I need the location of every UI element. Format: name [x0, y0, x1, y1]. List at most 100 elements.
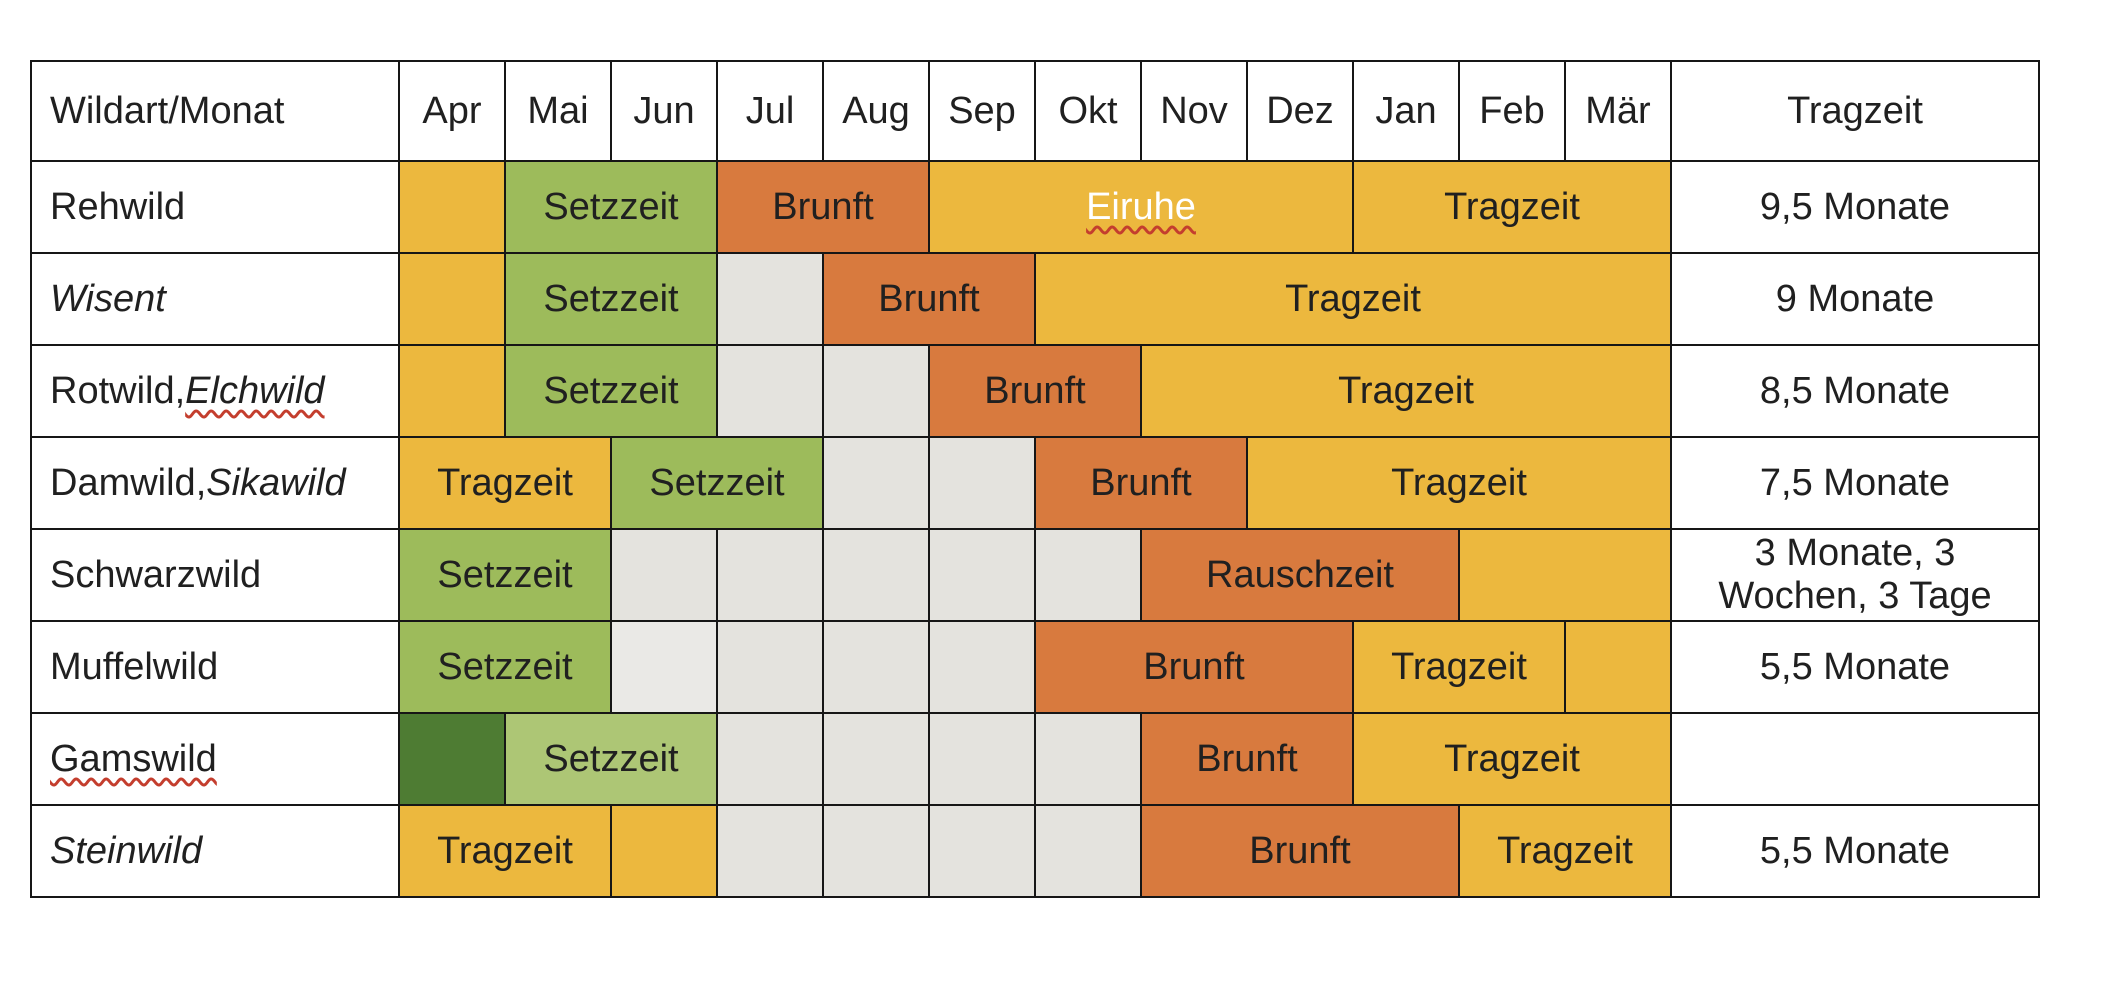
period-label: Brunft: [878, 277, 980, 320]
period-empty: [718, 714, 822, 804]
period-setzzeit: Setzzeit: [400, 530, 610, 620]
header-wildart-monat: Wildart/Monat: [32, 62, 398, 160]
period-setzzeit: Setzzeit: [506, 714, 716, 804]
period-empty: [824, 714, 928, 804]
period-tragzeit: Tragzeit: [1036, 254, 1670, 344]
species-name-muffelwild: Muffelwild: [32, 622, 398, 712]
wildlife-season-table: Wildart/Monat Apr Mai Jun Jul Aug Sep Okt Nov Dez…: [30, 60, 2040, 898]
period-empty: [1036, 714, 1140, 804]
period-tragzeit: Tragzeit: [400, 806, 610, 896]
period-label: Tragzeit: [1444, 737, 1580, 780]
species-name-part: Rehwild: [50, 185, 186, 228]
species-name-wisent: Wisent: [32, 254, 398, 344]
header-month-nov: Nov: [1142, 62, 1246, 160]
gestation-value: 9,5 Monate: [1672, 162, 2038, 252]
species-name-schwarzwild: Schwarzwild: [32, 530, 398, 620]
period-brunft: Brunft: [1142, 806, 1458, 896]
header-month-jun: Jun: [612, 62, 716, 160]
period-label: Setzzeit: [437, 645, 573, 688]
species-name-part: Damwild,: [50, 461, 207, 504]
period-empty: [718, 530, 822, 620]
period-empty: [824, 530, 928, 620]
period-label: Setzzeit: [543, 185, 679, 228]
period-brunft: Brunft: [1142, 714, 1352, 804]
period-label: Tragzeit: [1338, 369, 1474, 412]
period-empty: [930, 622, 1034, 712]
period-brunft: Brunft: [718, 162, 928, 252]
species-name-part: Schwarzwild: [50, 553, 262, 596]
period-setzzeit: Setzzeit: [506, 162, 716, 252]
period-label: Tragzeit: [1497, 829, 1633, 872]
species-name-part: Rotwild,: [50, 369, 186, 412]
header-month-sep: Sep: [930, 62, 1034, 160]
species-name-steinwild: Steinwild: [32, 806, 398, 896]
period-label: Tragzeit: [1391, 461, 1527, 504]
period-empty: [824, 622, 928, 712]
gestation-value: 7,5 Monate: [1672, 438, 2038, 528]
period-empty: [1036, 806, 1140, 896]
species-name-gamswild: Gamswild: [32, 714, 398, 804]
period-label: Rauschzeit: [1206, 553, 1394, 596]
species-name-part: Muffelwild: [50, 645, 219, 688]
period-empty: [930, 806, 1034, 896]
species-name-rotwild-elchwild: Rotwild, Elchwild: [32, 346, 398, 436]
header-month-okt: Okt: [1036, 62, 1140, 160]
gestation-value: 9 Monate: [1672, 254, 2038, 344]
period-empty: [612, 530, 716, 620]
header-month-apr: Apr: [400, 62, 504, 160]
period-empty: [718, 806, 822, 896]
species-name-part: Gamswild: [50, 737, 217, 780]
period-label: Setzzeit: [649, 461, 785, 504]
period-label: Tragzeit: [1391, 645, 1527, 688]
period-tragzeit: Tragzeit: [400, 438, 610, 528]
period-brunft: Brunft: [1036, 438, 1246, 528]
header-month-jan: Jan: [1354, 62, 1458, 160]
header-month-mär: Mär: [1566, 62, 1670, 160]
period-label: Tragzeit: [1444, 185, 1580, 228]
period-empty: [1460, 530, 1670, 620]
period-brunft: Brunft: [824, 254, 1034, 344]
header-month-dez: Dez: [1248, 62, 1352, 160]
period-tragzeit: Tragzeit: [1354, 714, 1670, 804]
header-tragzeit: Tragzeit: [1672, 62, 2038, 160]
period-label: Tragzeit: [437, 461, 573, 504]
species-name-part: Steinwild: [50, 829, 203, 872]
period-setzzeit: Setzzeit: [612, 438, 822, 528]
species-name-damwild-sikawild: Damwild, Sikawild: [32, 438, 398, 528]
gestation-value: 8,5 Monate: [1672, 346, 2038, 436]
period-tragzeit: Tragzeit: [1142, 346, 1670, 436]
header-month-mai: Mai: [506, 62, 610, 160]
period-label: Setzzeit: [543, 369, 679, 412]
period-empty: [824, 438, 928, 528]
period-empty: [930, 714, 1034, 804]
gestation-value: 5,5 Monate: [1672, 806, 2038, 896]
period-brunft: Brunft: [930, 346, 1140, 436]
period-label: Brunft: [1143, 645, 1245, 688]
period-label: Brunft: [772, 185, 874, 228]
period-empty: [612, 806, 716, 896]
period-tragzeit: Tragzeit: [1354, 622, 1564, 712]
period-empty: [930, 530, 1034, 620]
species-name-part: Sikawild: [206, 461, 346, 504]
period-setzzeit: Setzzeit: [506, 346, 716, 436]
gestation-value: 3 Monate, 3 Wochen, 3 Tage: [1672, 530, 2038, 620]
period-setzzeit: Setzzeit: [506, 254, 716, 344]
period-empty: [718, 254, 822, 344]
period-empty: [1566, 622, 1670, 712]
period-empty: [400, 162, 504, 252]
period-tragzeit: Tragzeit: [1460, 806, 1670, 896]
period-eiruhe: Eiruhe: [930, 162, 1352, 252]
period-label: Brunft: [984, 369, 1086, 412]
header-month-aug: Aug: [824, 62, 928, 160]
gestation-value: 5,5 Monate: [1672, 622, 2038, 712]
period-label: Setzzeit: [437, 553, 573, 596]
species-name-part: Wisent: [50, 277, 166, 320]
period-tragzeit: Tragzeit: [1354, 162, 1670, 252]
period-empty: [824, 806, 928, 896]
period-empty: [1036, 530, 1140, 620]
period-rauschzeit: Rauschzeit: [1142, 530, 1458, 620]
header-month-jul: Jul: [718, 62, 822, 160]
period-empty: [400, 714, 504, 804]
period-label: Brunft: [1196, 737, 1298, 780]
